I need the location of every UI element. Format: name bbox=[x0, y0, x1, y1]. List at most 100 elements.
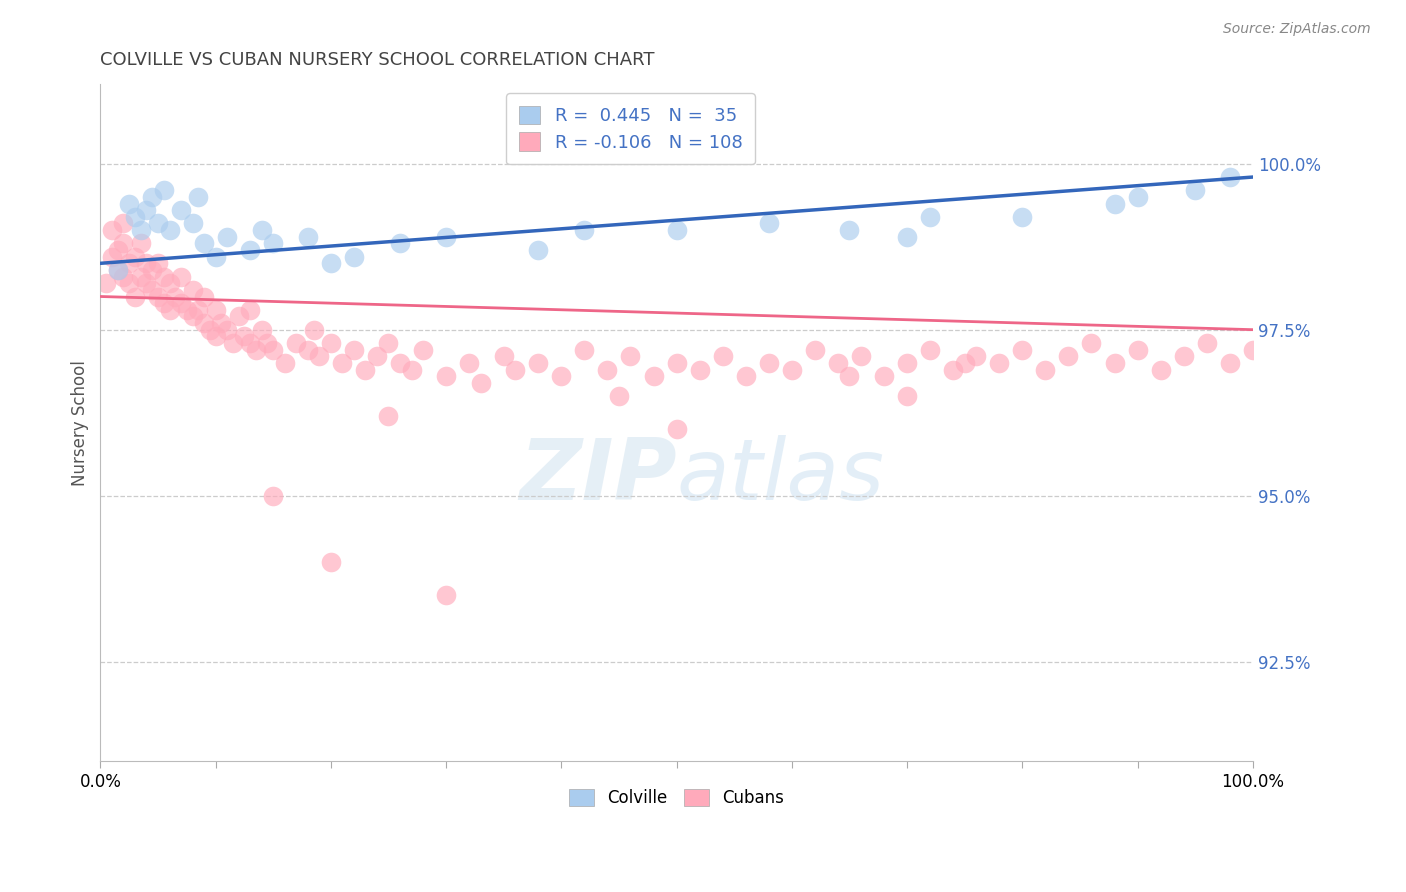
Point bbox=[297, 343, 319, 357]
Point bbox=[388, 236, 411, 251]
Point bbox=[470, 376, 492, 390]
Point bbox=[250, 223, 273, 237]
Point bbox=[262, 343, 284, 357]
Point bbox=[574, 223, 596, 237]
Point bbox=[129, 236, 152, 251]
Point bbox=[159, 277, 181, 291]
Point bbox=[152, 269, 174, 284]
Point bbox=[988, 356, 1011, 370]
Point bbox=[146, 217, 169, 231]
Point bbox=[1104, 196, 1126, 211]
Point bbox=[319, 335, 342, 350]
Point bbox=[181, 217, 204, 231]
Point bbox=[152, 296, 174, 310]
Point bbox=[319, 555, 342, 569]
Point bbox=[101, 223, 124, 237]
Point bbox=[1241, 343, 1264, 357]
Point bbox=[187, 302, 209, 317]
Point bbox=[112, 217, 135, 231]
Point bbox=[152, 183, 174, 197]
Point bbox=[377, 335, 399, 350]
Point bbox=[181, 310, 204, 324]
Point bbox=[965, 349, 987, 363]
Point bbox=[1057, 349, 1080, 363]
Point bbox=[343, 343, 366, 357]
Point bbox=[942, 362, 965, 376]
Point bbox=[239, 302, 262, 317]
Point bbox=[377, 409, 399, 423]
Point bbox=[780, 362, 803, 376]
Point bbox=[159, 302, 181, 317]
Point bbox=[332, 356, 354, 370]
Point bbox=[262, 489, 284, 503]
Text: atlas: atlas bbox=[676, 435, 884, 518]
Point bbox=[245, 343, 267, 357]
Point bbox=[285, 335, 308, 350]
Point bbox=[146, 289, 169, 303]
Point bbox=[297, 229, 319, 244]
Point bbox=[1126, 343, 1149, 357]
Point bbox=[920, 210, 942, 224]
Point bbox=[849, 349, 872, 363]
Point bbox=[343, 250, 366, 264]
Point bbox=[1184, 183, 1206, 197]
Point bbox=[302, 323, 325, 337]
Point bbox=[129, 269, 152, 284]
Point bbox=[256, 335, 278, 350]
Point bbox=[1219, 169, 1241, 184]
Point bbox=[94, 277, 117, 291]
Point bbox=[239, 243, 262, 257]
Point bbox=[118, 256, 141, 270]
Point bbox=[665, 422, 688, 436]
Point bbox=[758, 356, 780, 370]
Point bbox=[607, 389, 630, 403]
Point bbox=[239, 335, 262, 350]
Y-axis label: Nursery School: Nursery School bbox=[72, 359, 89, 485]
Point bbox=[503, 362, 526, 376]
Point bbox=[170, 203, 193, 218]
Point bbox=[262, 236, 284, 251]
Point bbox=[170, 296, 193, 310]
Point bbox=[124, 210, 146, 224]
Point bbox=[165, 289, 187, 303]
Point bbox=[222, 335, 245, 350]
Point bbox=[896, 389, 918, 403]
Point bbox=[135, 277, 157, 291]
Point bbox=[181, 283, 204, 297]
Point bbox=[1219, 356, 1241, 370]
Point bbox=[896, 229, 918, 244]
Point bbox=[118, 277, 141, 291]
Text: COLVILLE VS CUBAN NURSERY SCHOOL CORRELATION CHART: COLVILLE VS CUBAN NURSERY SCHOOL CORRELA… bbox=[100, 51, 655, 69]
Point bbox=[118, 196, 141, 211]
Point bbox=[574, 343, 596, 357]
Point bbox=[1080, 335, 1102, 350]
Point bbox=[308, 349, 330, 363]
Point bbox=[170, 269, 193, 284]
Point bbox=[492, 349, 515, 363]
Point bbox=[434, 229, 457, 244]
Point bbox=[209, 316, 232, 330]
Point bbox=[434, 369, 457, 384]
Point bbox=[217, 229, 239, 244]
Point bbox=[920, 343, 942, 357]
Point bbox=[204, 250, 226, 264]
Point bbox=[665, 356, 688, 370]
Point bbox=[274, 356, 297, 370]
Point bbox=[217, 323, 239, 337]
Point bbox=[643, 369, 665, 384]
Point bbox=[193, 236, 215, 251]
Point bbox=[838, 223, 860, 237]
Text: ZIP: ZIP bbox=[519, 435, 676, 518]
Point bbox=[204, 329, 226, 343]
Point bbox=[388, 356, 411, 370]
Point bbox=[141, 283, 163, 297]
Point bbox=[112, 236, 135, 251]
Point bbox=[827, 356, 849, 370]
Point bbox=[107, 263, 129, 277]
Point bbox=[141, 190, 163, 204]
Point bbox=[550, 369, 572, 384]
Point bbox=[804, 343, 827, 357]
Point bbox=[896, 356, 918, 370]
Point bbox=[527, 356, 550, 370]
Point bbox=[112, 269, 135, 284]
